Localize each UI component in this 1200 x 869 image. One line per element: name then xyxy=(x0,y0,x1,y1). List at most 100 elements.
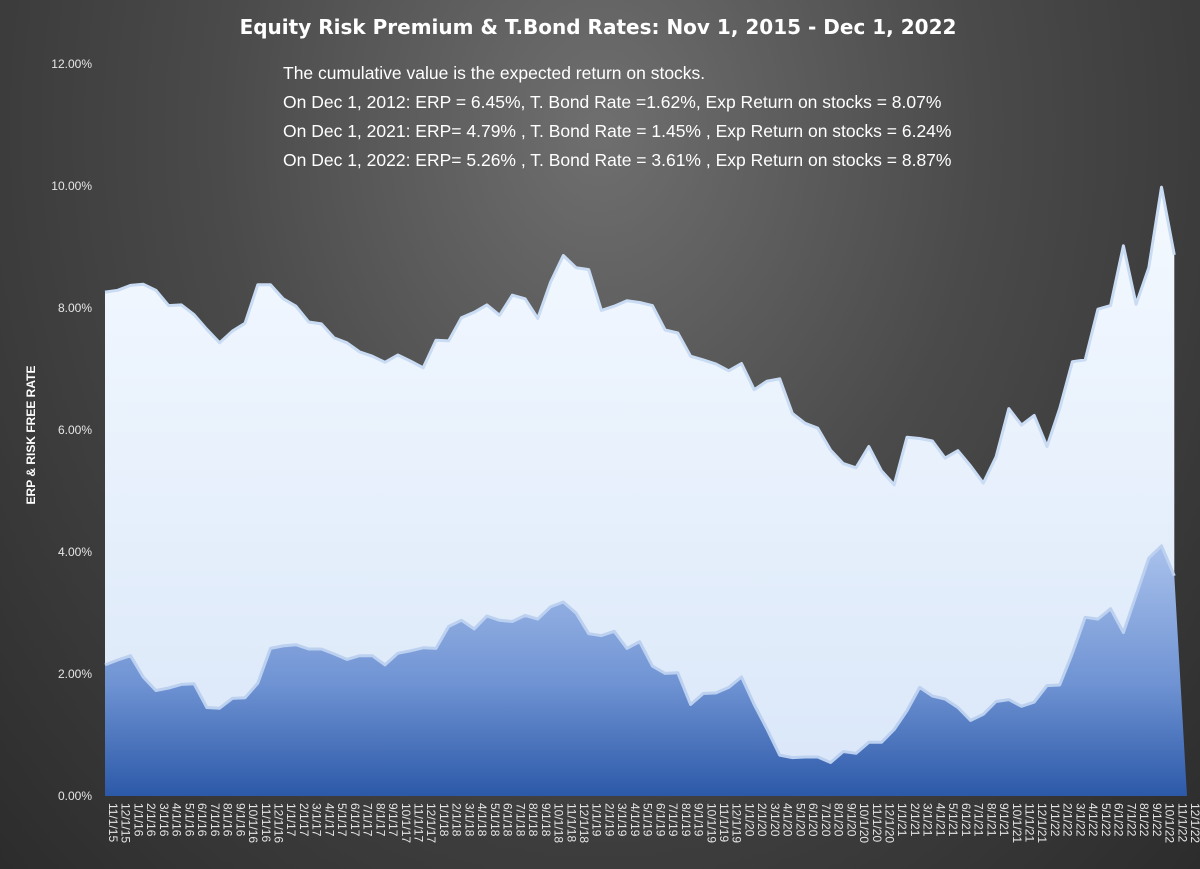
x-tick-label: 12/1/19 xyxy=(730,803,744,843)
x-tick-label: 5/1/20 xyxy=(793,803,807,837)
x-tick-label: 7/1/21 xyxy=(972,803,986,837)
x-tick-label: 4/1/20 xyxy=(781,803,795,837)
x-tick-label: 4/1/17 xyxy=(322,803,336,837)
x-tick-label: 8/1/22 xyxy=(1137,803,1151,837)
y-tick-label: 6.00% xyxy=(58,423,92,437)
x-tick-label: 10/1/21 xyxy=(1010,803,1024,843)
x-tick-label: 10/1/22 xyxy=(1163,803,1177,843)
x-tick-label: 10/1/17 xyxy=(399,803,413,843)
x-tick-label: 8/1/18 xyxy=(526,803,540,837)
x-tick-label: 12/1/21 xyxy=(1035,803,1049,843)
x-tick-label: 11/1/21 xyxy=(1023,803,1037,842)
x-tick-label: 11/1/15 xyxy=(106,803,120,842)
x-tick-label: 2/1/17 xyxy=(297,803,311,837)
x-tick-label: 6/1/19 xyxy=(653,803,667,837)
x-tick-label: 5/1/22 xyxy=(1099,803,1113,837)
x-tick-label: 5/1/18 xyxy=(488,803,502,837)
x-tick-label: 12/1/22 xyxy=(1188,803,1200,843)
x-tick-label: 1/1/21 xyxy=(895,803,909,837)
x-tick-label: 1/1/17 xyxy=(284,803,298,837)
x-tick-label: 11/1/18 xyxy=(564,803,578,842)
x-tick-label: 6/1/21 xyxy=(959,803,973,837)
x-tick-label: 3/1/20 xyxy=(768,803,782,837)
y-tick-label: 2.00% xyxy=(58,667,92,681)
x-tick-label: 2/1/16 xyxy=(144,803,158,837)
x-tick-label: 12/1/16 xyxy=(272,803,286,843)
y-tick-label: 0.00% xyxy=(58,789,92,803)
x-tick-label: 4/1/21 xyxy=(933,803,947,837)
y-axis-ticks: 0.00% 2.00% 4.00% 6.00% 8.00% 10.00% 12.00% xyxy=(51,57,92,803)
erp-top-line xyxy=(104,185,1176,487)
tbond-top-line xyxy=(104,544,1176,764)
x-tick-label: 1/1/16 xyxy=(132,803,146,837)
tbond-area xyxy=(105,545,1187,796)
x-tick-label: 8/1/19 xyxy=(679,803,693,837)
x-tick-label: 6/1/20 xyxy=(806,803,820,837)
x-tick-label: 3/1/16 xyxy=(157,803,171,837)
x-tick-label: 5/1/16 xyxy=(182,803,196,837)
x-tick-label: 12/1/15 xyxy=(119,803,133,843)
x-tick-label: 8/1/17 xyxy=(373,803,387,837)
x-tick-label: 2/1/20 xyxy=(755,803,769,837)
y-tick-label: 4.00% xyxy=(58,545,92,559)
x-tick-label: 3/1/17 xyxy=(310,803,324,837)
x-tick-label: 12/1/18 xyxy=(577,803,591,843)
y-axis-label: ERP & RISK FREE RATE xyxy=(24,366,38,505)
x-tick-label: 12/1/20 xyxy=(883,803,897,843)
x-tick-label: 5/1/21 xyxy=(946,803,960,837)
x-tick-label: 7/1/20 xyxy=(819,803,833,837)
annotation-line-3: On Dec 1, 2021: ERP= 4.79% , T. Bond Rat… xyxy=(283,121,951,141)
chart-title: Equity Risk Premium & T.Bond Rates: Nov … xyxy=(240,15,957,39)
x-tick-label: 1/1/22 xyxy=(1048,803,1062,837)
x-tick-label: 5/1/17 xyxy=(335,803,349,837)
x-tick-label: 10/1/20 xyxy=(857,803,871,843)
x-tick-label: 5/1/19 xyxy=(641,803,655,837)
x-tick-label: 9/1/20 xyxy=(844,803,858,837)
x-tick-label: 10/1/19 xyxy=(704,803,718,843)
x-tick-label: 3/1/18 xyxy=(462,803,476,837)
x-tick-label: 9/1/17 xyxy=(386,803,400,837)
x-tick-label: 9/1/18 xyxy=(539,803,553,837)
x-tick-label: 7/1/16 xyxy=(208,803,222,837)
x-tick-label: 4/1/22 xyxy=(1086,803,1100,837)
x-tick-label: 7/1/22 xyxy=(1124,803,1138,837)
annotation-line-2: On Dec 1, 2012: ERP = 6.45%, T. Bond Rat… xyxy=(283,92,941,112)
x-tick-label: 10/1/16 xyxy=(246,803,260,843)
x-tick-label: 9/1/19 xyxy=(692,803,706,837)
x-tick-label: 6/1/18 xyxy=(501,803,515,837)
x-tick-label: 4/1/19 xyxy=(628,803,642,837)
x-tick-label: 2/1/19 xyxy=(602,803,616,837)
x-tick-label: 3/1/22 xyxy=(1073,803,1087,837)
x-tick-label: 2/1/18 xyxy=(450,803,464,837)
x-tick-label: 2/1/21 xyxy=(908,803,922,837)
x-tick-label: 11/1/22 xyxy=(1175,803,1189,842)
x-tick-label: 8/1/20 xyxy=(832,803,846,837)
x-tick-label: 7/1/18 xyxy=(513,803,527,837)
y-tick-label: 10.00% xyxy=(51,179,92,193)
chart-areas xyxy=(104,185,1187,796)
y-tick-label: 8.00% xyxy=(58,301,92,315)
x-tick-label: 9/1/16 xyxy=(233,803,247,837)
x-tick-label: 1/1/19 xyxy=(590,803,604,837)
x-tick-label: 6/1/16 xyxy=(195,803,209,837)
x-tick-label: 7/1/19 xyxy=(666,803,680,837)
x-tick-label: 8/1/16 xyxy=(221,803,235,837)
annotation-line-1: The cumulative value is the expected ret… xyxy=(283,63,705,83)
x-tick-label: 10/1/18 xyxy=(552,803,566,843)
y-tick-label: 12.00% xyxy=(51,57,92,71)
x-tick-label: 4/1/16 xyxy=(170,803,184,837)
x-tick-label: 6/1/17 xyxy=(348,803,362,837)
x-tick-label: 3/1/19 xyxy=(615,803,629,837)
x-tick-label: 6/1/22 xyxy=(1112,803,1126,837)
x-tick-label: 1/1/18 xyxy=(437,803,451,837)
x-tick-label: 11/1/16 xyxy=(259,803,273,842)
x-tick-label: 8/1/21 xyxy=(984,803,998,837)
x-tick-label: 11/1/19 xyxy=(717,803,731,842)
x-tick-label: 4/1/18 xyxy=(475,803,489,837)
x-tick-label: 7/1/17 xyxy=(361,803,375,837)
x-tick-label: 3/1/21 xyxy=(921,803,935,837)
x-tick-label: 2/1/22 xyxy=(1061,803,1075,837)
x-tick-label: 12/1/17 xyxy=(424,803,438,843)
annotation-line-4: On Dec 1, 2022: ERP= 5.26% , T. Bond Rat… xyxy=(283,150,951,170)
